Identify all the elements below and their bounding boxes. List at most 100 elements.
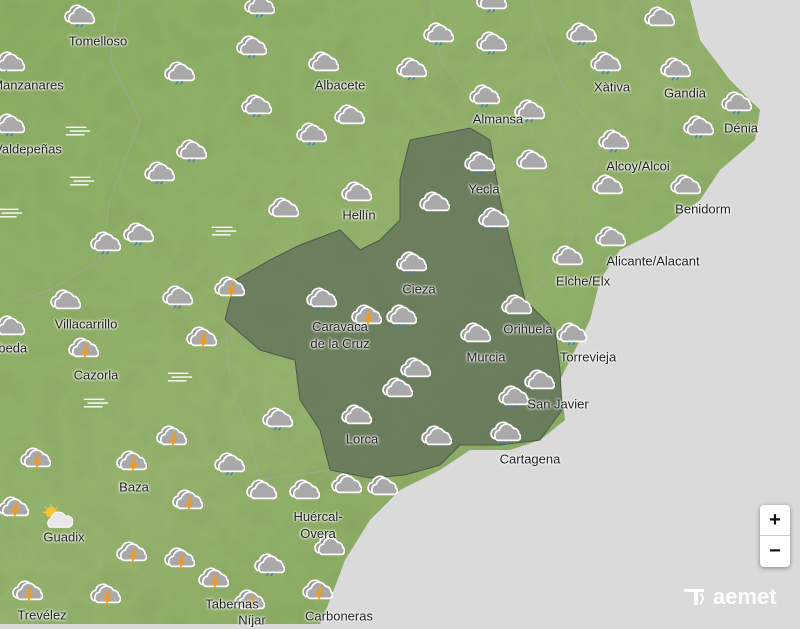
place-label[interactable]: Tomelloso [68, 33, 128, 49]
rain-icon[interactable] [587, 48, 621, 76]
snow-icon[interactable]: * [0, 48, 25, 76]
rain-icon[interactable] [259, 404, 293, 432]
storm-icon[interactable] [211, 273, 245, 301]
fog-icon[interactable] [0, 200, 27, 228]
cloud-icon[interactable] [364, 472, 398, 500]
place-label[interactable]: Benidorm [675, 201, 731, 217]
storm-icon[interactable] [169, 486, 203, 514]
cloud-icon[interactable] [305, 48, 339, 76]
rain-icon[interactable] [383, 301, 417, 329]
cloud-icon[interactable] [379, 374, 413, 402]
storm-icon[interactable] [0, 493, 29, 521]
cloud-icon[interactable] [311, 532, 345, 560]
fog-icon[interactable] [65, 168, 99, 196]
rain-icon[interactable] [595, 126, 629, 154]
storm-icon[interactable] [161, 544, 195, 572]
storm-icon[interactable] [195, 564, 229, 592]
zoom-out-button[interactable]: − [769, 540, 781, 562]
cloud-icon[interactable] [338, 401, 372, 429]
rain-icon[interactable] [511, 96, 545, 124]
murcia-region[interactable] [224, 127, 563, 479]
rain-icon[interactable] [487, 418, 521, 446]
fog-icon[interactable] [207, 218, 241, 246]
rain-icon[interactable] [473, 28, 507, 56]
place-label[interactable]: Elche/Elx [555, 273, 611, 289]
rain-icon[interactable] [303, 284, 337, 312]
fog-icon[interactable] [79, 390, 113, 418]
cloud-icon[interactable] [418, 422, 452, 450]
place-label[interactable]: Almansa [472, 111, 524, 127]
rain-icon[interactable] [251, 550, 285, 578]
storm-icon[interactable] [153, 422, 187, 450]
cloud-icon[interactable] [416, 188, 450, 216]
place-label[interactable]: Guadix [43, 529, 85, 545]
place-label[interactable]: Huércal- Overa [293, 509, 343, 541]
rain-icon[interactable] [241, 0, 275, 19]
cloud-icon[interactable] [47, 286, 81, 314]
rain-icon[interactable] [233, 32, 267, 60]
cloud-icon[interactable] [592, 223, 626, 251]
place-label[interactable]: Níjar [238, 612, 266, 628]
storm-icon[interactable] [87, 580, 121, 608]
cloud-icon[interactable] [641, 3, 675, 31]
storm-icon[interactable] [231, 586, 265, 614]
storm-icon[interactable] [183, 323, 217, 351]
cloud-icon[interactable] [338, 178, 372, 206]
storm-icon[interactable] [348, 301, 382, 329]
rain-icon[interactable] [211, 449, 245, 477]
rain-icon[interactable] [466, 81, 500, 109]
place-label[interactable]: Valdepeñas [0, 141, 62, 157]
place-label[interactable]: Úbeda [0, 340, 28, 356]
rain-icon[interactable] [173, 136, 207, 164]
place-label[interactable]: Tabernas [205, 596, 259, 612]
place-label[interactable]: Dénia [724, 120, 758, 136]
rain-icon[interactable] [553, 319, 587, 347]
rain-icon[interactable] [87, 228, 121, 256]
place-label[interactable]: Gandia [664, 85, 706, 101]
cloud-icon[interactable] [328, 470, 362, 498]
rain-icon[interactable] [120, 219, 154, 247]
cloud-icon[interactable] [513, 146, 547, 174]
place-label[interactable]: Yecla [468, 181, 500, 197]
place-label[interactable]: Carboneras [305, 608, 373, 624]
rain-icon[interactable] [461, 148, 495, 176]
place-label[interactable]: San Javier [527, 396, 589, 412]
rain-icon[interactable] [718, 88, 752, 116]
fog-icon[interactable] [61, 118, 95, 146]
cloud-icon[interactable] [265, 194, 299, 222]
cloud-icon[interactable] [331, 101, 365, 129]
rain-icon[interactable] [159, 282, 193, 310]
cloud-icon[interactable] [589, 171, 623, 199]
storm-icon[interactable] [299, 576, 333, 604]
place-label[interactable]: Hellín [342, 207, 376, 223]
place-label[interactable]: Lorca [345, 431, 379, 447]
cloud-icon[interactable] [457, 319, 491, 347]
cloud-icon[interactable] [549, 242, 583, 270]
partly-sunny-icon[interactable] [39, 503, 73, 531]
rain-icon[interactable] [393, 248, 427, 276]
place-label[interactable]: Murcia [466, 349, 506, 365]
storm-icon[interactable] [9, 577, 43, 605]
place-label[interactable]: Baza [119, 479, 149, 495]
cloud-icon[interactable] [0, 312, 25, 340]
place-label[interactable]: Caravaca de la Cruz [310, 319, 370, 351]
rain-icon[interactable] [495, 382, 529, 410]
rain-icon[interactable] [238, 91, 272, 119]
rain-icon[interactable] [0, 110, 25, 138]
rain-icon[interactable] [680, 112, 714, 140]
place-label[interactable]: Cazorla [73, 367, 119, 383]
rain-icon[interactable] [293, 119, 327, 147]
rain-icon[interactable] [420, 19, 454, 47]
zoom-in-button[interactable]: + [760, 505, 790, 536]
rain-icon[interactable] [393, 54, 427, 82]
cloud-icon[interactable] [521, 366, 555, 394]
place-label[interactable]: Xàtiva [593, 79, 631, 95]
fog-icon[interactable] [163, 364, 197, 392]
storm-icon[interactable] [17, 444, 51, 472]
rain-icon[interactable] [161, 58, 195, 86]
cloud-icon[interactable] [243, 476, 277, 504]
place-label[interactable]: Cartagena [499, 451, 561, 467]
cloud-icon[interactable] [286, 476, 320, 504]
place-label[interactable]: Manzanares [0, 77, 64, 93]
